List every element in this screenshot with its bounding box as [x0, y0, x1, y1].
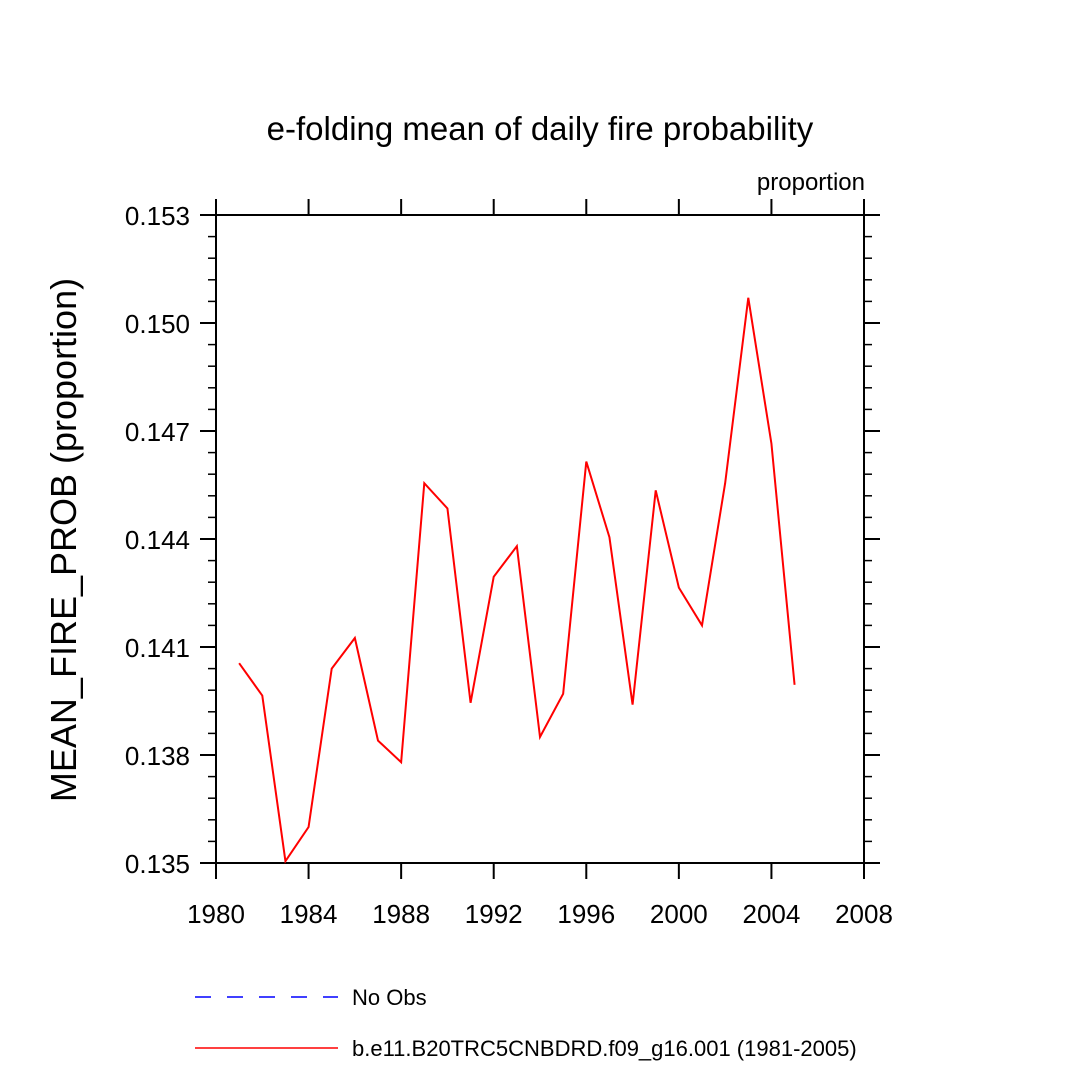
x-tick-label: 1992 — [465, 899, 523, 929]
x-tick-label: 1984 — [280, 899, 338, 929]
y-tick-label: 0.141 — [125, 633, 190, 663]
x-tick-label: 1988 — [372, 899, 430, 929]
legend: No Obs b.e11.B20TRC5CNBDRD.f09_g16.001 (1… — [195, 985, 857, 1061]
y-axis-label: MEAN_FIRE_PROB (proportion) — [43, 278, 84, 802]
y-tick-label: 0.150 — [125, 309, 190, 339]
x-tick-label: 2008 — [835, 899, 893, 929]
y-tick-label: 0.153 — [125, 201, 190, 231]
y-tick-labels: 0.135 0.138 0.141 0.144 0.147 0.150 0.153 — [125, 201, 190, 879]
x-tick-labels: 1980 1984 1988 1992 1996 2000 2004 2008 — [187, 899, 893, 929]
legend-label-0: No Obs — [352, 985, 427, 1010]
x-tick-label: 1996 — [557, 899, 615, 929]
y-tick-label: 0.135 — [125, 849, 190, 879]
series-line-1 — [238, 297, 796, 864]
y-tick-label: 0.144 — [125, 525, 190, 555]
ticks-layer — [200, 199, 880, 879]
series-layer — [238, 297, 796, 864]
chart-title: e-folding mean of daily fire probability — [267, 110, 814, 147]
y-tick-label: 0.147 — [125, 417, 190, 447]
x-tick-label: 2004 — [743, 899, 801, 929]
y-tick-label: 0.138 — [125, 741, 190, 771]
x-tick-label: 1980 — [187, 899, 245, 929]
units-label: proportion — [757, 169, 865, 196]
plot-frame — [215, 214, 865, 864]
x-tick-label: 2000 — [650, 899, 708, 929]
legend-label-1: b.e11.B20TRC5CNBDRD.f09_g16.001 (1981-20… — [352, 1036, 857, 1061]
